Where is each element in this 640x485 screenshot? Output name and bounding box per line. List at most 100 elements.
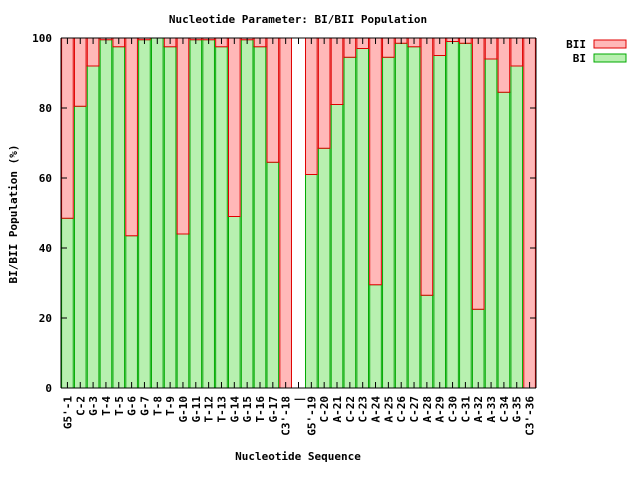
bar-bi-19 (305, 174, 318, 389)
bar-bi-23 (356, 48, 370, 389)
bar-bi-11 (202, 39, 215, 389)
y-axis-label: BI/BII Population (%) (7, 144, 20, 283)
legend-swatch-bii (593, 39, 627, 49)
x-tick-label-31: C-31 (459, 396, 472, 423)
bar-bi-35 (510, 65, 524, 389)
bar-bi-16 (266, 161, 280, 389)
x-tick-label-36: C3'-36 (524, 396, 537, 436)
x-tick-label-34: C-34 (498, 396, 511, 423)
x-tick-label-20: C-20 (318, 396, 331, 423)
x-tick-label-11: T-12 (203, 396, 216, 423)
bar-bi-30 (446, 41, 459, 389)
bar-bii-16 (266, 37, 280, 163)
x-tick-label-26: C-26 (395, 396, 408, 423)
bar-bi-1 (73, 105, 87, 389)
bar-bi-27 (407, 46, 421, 389)
x-tick-label-23: C-23 (357, 396, 370, 423)
bar-bii-17 (279, 37, 292, 389)
bar-bi-0 (61, 217, 74, 389)
bar-bii-9 (176, 37, 190, 235)
x-tick-label-0: G5'-1 (61, 396, 74, 429)
bar-bi-6 (138, 39, 151, 389)
bar-bi-22 (343, 56, 357, 389)
bar-bi-8 (163, 46, 177, 389)
x-tick-label-35: G-35 (511, 396, 524, 423)
x-tick-label-13: G-14 (228, 396, 241, 423)
x-tick-label-33: A-33 (485, 396, 498, 423)
x-tick-label-8: T-9 (164, 396, 177, 416)
x-tick-label-29: A-29 (434, 396, 447, 423)
chart-title: Nucleotide Parameter: BI/BII Population (169, 13, 427, 26)
x-tick-label-30: C-30 (447, 396, 460, 423)
bar-bi-25 (382, 56, 395, 389)
bar-bi-12 (215, 46, 228, 389)
x-tick-label-15: T-16 (254, 396, 267, 423)
legend-label-bi: BI (573, 52, 586, 65)
bar-bi-15 (253, 46, 267, 389)
x-tick-label-14: G-15 (241, 396, 254, 423)
x-tick-label-19: G5'-19 (305, 396, 318, 436)
y-tick-label-0: 0 (45, 382, 52, 395)
y-tick-label-5: 100 (32, 32, 52, 45)
bar-bi-28 (420, 294, 434, 389)
x-tick-label-25: A-25 (382, 396, 395, 423)
x-tick-label-9: G-10 (177, 396, 190, 423)
x-tick-label-1: C-2 (74, 396, 87, 416)
y-tick-label-2: 40 (39, 242, 52, 255)
bar-bi-2 (86, 65, 100, 389)
bar-bi-29 (433, 55, 447, 389)
y-tick-label-1: 20 (39, 312, 52, 325)
x-tick-label-4: T-5 (113, 396, 126, 416)
bar-bii-21 (330, 37, 344, 105)
bar-bii-1 (73, 37, 87, 107)
bar-bi-26 (394, 42, 408, 389)
bar-bii-36 (523, 37, 536, 389)
x-tick-label-2: G-3 (87, 396, 100, 416)
bar-bi-34 (497, 91, 511, 389)
x-tick-label-3: T-4 (100, 396, 113, 416)
bar-bi-3 (99, 39, 113, 389)
bar-bii-34 (497, 37, 511, 93)
x-tick-label-10: G-11 (190, 396, 203, 423)
legend-label-bii: BII (566, 38, 586, 51)
x-tick-label-28: A-28 (421, 396, 434, 423)
bar-bi-32 (471, 308, 485, 389)
bar-bi-21 (330, 104, 344, 389)
x-axis-label: Nucleotide Sequence (235, 450, 361, 463)
bar-bi-31 (459, 42, 472, 389)
bar-bi-20 (317, 147, 331, 389)
y-tick-label-4: 80 (39, 102, 52, 115)
bar-bii-19 (305, 37, 318, 175)
bar-bi-14 (240, 39, 254, 389)
bar-bi-10 (189, 39, 203, 389)
x-tick-label-32: A-32 (472, 396, 485, 423)
bar-bii-24 (369, 37, 382, 286)
bar-bi-13 (227, 216, 241, 389)
x-tick-label-12: T-13 (215, 396, 228, 423)
bar-bi-33 (484, 58, 498, 389)
x-tick-label-27: C-27 (408, 396, 421, 423)
x-tick-label-6: G-7 (138, 396, 151, 416)
bar-bi-7 (150, 37, 164, 389)
x-tick-label-24: A-24 (370, 396, 383, 423)
bar-bi-5 (125, 235, 138, 389)
x-tick-label-5: G-6 (126, 396, 139, 416)
bar-bi-4 (112, 46, 126, 389)
x-tick-label-21: A-21 (331, 396, 344, 423)
x-tick-label-17: C3'-18 (280, 396, 293, 436)
bar-bii-0 (61, 37, 74, 219)
bar-bi-24 (369, 284, 382, 389)
x-tick-label-22: C-22 (344, 396, 357, 423)
bar-bii-32 (471, 37, 485, 310)
bar-bii-13 (227, 37, 241, 217)
bar-bii-5 (125, 37, 138, 237)
x-tick-label-16: G-17 (267, 396, 280, 423)
y-tick-label-3: 60 (39, 172, 52, 185)
bar-bii-28 (420, 37, 434, 296)
bar-bi-9 (176, 233, 190, 389)
x-tick-label-18: | (293, 396, 306, 403)
